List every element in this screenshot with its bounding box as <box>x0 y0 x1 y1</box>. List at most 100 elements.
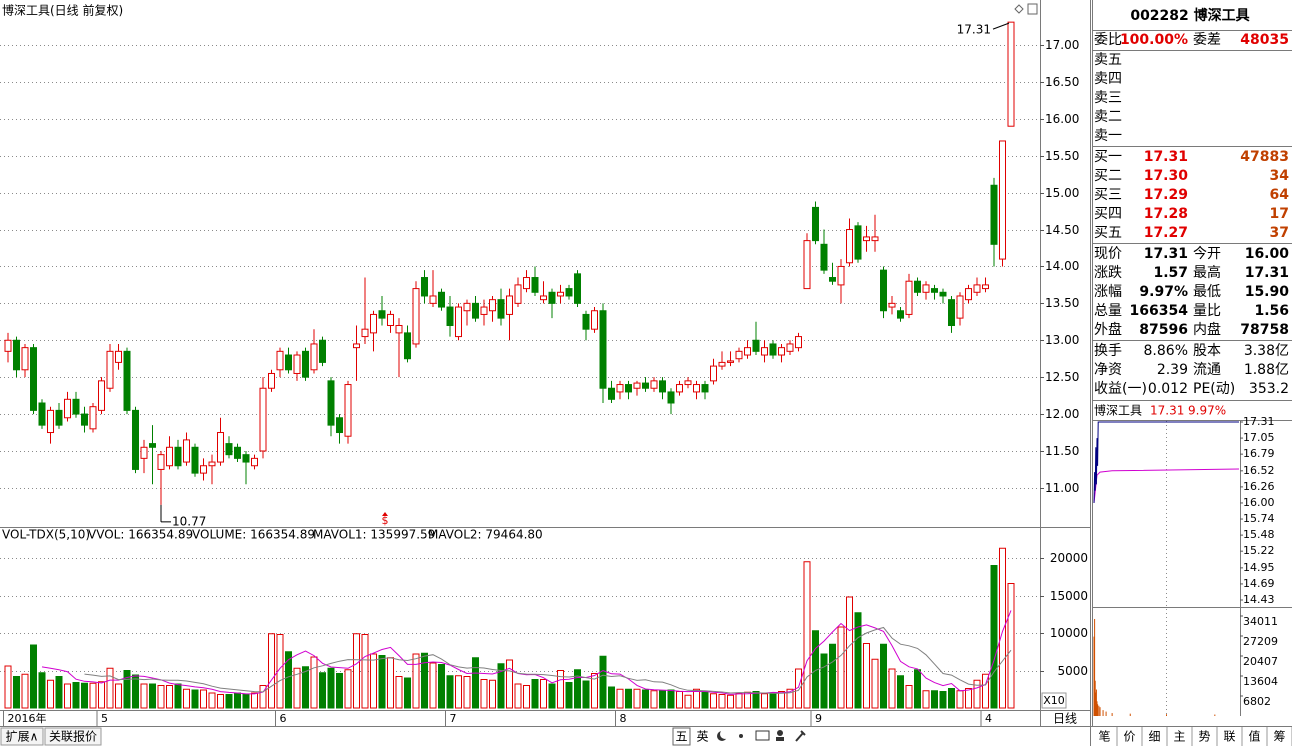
volume-bar <box>234 692 241 709</box>
candle-body <box>744 347 751 356</box>
indicator-title: VOL-TDX(5,10) <box>2 528 90 542</box>
tab-label[interactable]: 联 <box>1223 730 1235 744</box>
signal-marker: $ <box>382 514 389 527</box>
candle-body <box>387 313 394 326</box>
quote-label: 涨跌 <box>1094 265 1122 281</box>
candle-body <box>480 306 488 315</box>
candle-body <box>429 295 437 304</box>
tab-label[interactable]: 筹 <box>1273 730 1285 744</box>
candle-body <box>684 380 692 386</box>
tab-label[interactable]: 势 <box>1198 730 1210 744</box>
bid-volume: 37 <box>1270 225 1289 241</box>
icon-window[interactable] <box>1027 3 1038 15</box>
tab-label[interactable]: 扩展∧ <box>6 730 39 744</box>
icon-keyboard[interactable] <box>755 730 770 741</box>
volume-bar <box>30 644 37 709</box>
candle-body <box>659 380 666 393</box>
candle-body <box>336 417 343 434</box>
icon-diamond[interactable] <box>1014 4 1024 14</box>
volume-bar <box>982 673 989 709</box>
y-tick-label: 13.00 <box>1045 333 1079 347</box>
volume-bar <box>353 633 360 709</box>
quote-value: 166354 <box>1130 303 1189 319</box>
candle-body <box>310 343 318 371</box>
volume-bar <box>149 683 156 709</box>
x-tick-label: 8 <box>620 712 627 725</box>
volume-bar <box>633 688 641 709</box>
volume-bar <box>370 653 377 709</box>
tab-label[interactable]: 主 <box>1173 730 1185 744</box>
volume-bar <box>310 656 318 709</box>
candle-body <box>973 284 981 293</box>
candle-body <box>633 382 641 389</box>
volume-bar <box>336 673 343 709</box>
volume-bar <box>4 665 12 709</box>
tab-label[interactable]: 细 <box>1148 730 1160 744</box>
icon-tool[interactable] <box>795 730 806 742</box>
candle-body <box>795 336 802 349</box>
quote-value: 17.31 <box>1144 246 1188 262</box>
candle-body <box>948 299 955 326</box>
volume-bar <box>183 688 190 709</box>
candle-body <box>752 339 760 352</box>
scale-label: X10 <box>1043 694 1065 707</box>
period-label[interactable]: 日线 <box>1053 712 1077 726</box>
toolbar-button[interactable] <box>672 727 691 746</box>
volume-bar <box>429 662 437 709</box>
icon-moon[interactable] <box>720 729 730 739</box>
quote-label: 外盘 <box>1094 321 1122 338</box>
volume-bar <box>710 693 717 709</box>
volume-bar <box>557 670 564 709</box>
quote-value: 9.97% <box>1139 284 1188 300</box>
y-tick-label: 17.00 <box>1045 38 1079 52</box>
candle-body <box>421 277 428 297</box>
tab[interactable] <box>0 727 44 746</box>
candle-body <box>21 347 29 371</box>
toolbar-button-label[interactable]: 英 <box>696 730 708 744</box>
candle-body <box>327 380 335 426</box>
candle-body <box>778 347 785 356</box>
v-tick-label: 34011 <box>1243 615 1278 628</box>
y-tick-label: 16.79 <box>1243 447 1275 460</box>
volume-bar <box>89 682 97 709</box>
icon-user[interactable] <box>777 730 783 736</box>
tab[interactable] <box>44 727 102 746</box>
icon-user[interactable] <box>776 737 784 741</box>
tab-label[interactable]: 笔 <box>1098 729 1110 744</box>
volume-bar <box>140 683 148 709</box>
candle-body <box>888 302 896 308</box>
min-annotation: 10.77 <box>172 514 206 528</box>
volume-bar <box>38 672 46 709</box>
y-tick-label: 14.43 <box>1243 593 1275 606</box>
toolbar-button-label[interactable]: 五 <box>675 730 687 744</box>
volume-bar <box>1007 583 1015 709</box>
volume-bar <box>667 689 675 709</box>
volume-bar <box>387 657 394 709</box>
candle-body <box>718 361 726 367</box>
tab-label[interactable]: 关联报价 <box>49 729 97 744</box>
candle-body <box>157 454 165 470</box>
candle-body <box>897 310 904 319</box>
icon-dot[interactable] <box>739 734 743 738</box>
quote-label: 流通 <box>1193 362 1221 378</box>
volume-bar <box>837 626 845 709</box>
candle-body <box>531 277 539 293</box>
tab-label[interactable]: 价 <box>1123 730 1135 744</box>
v-tick-label: 6802 <box>1243 695 1271 708</box>
candle-body <box>769 343 777 356</box>
candle-body <box>965 288 972 301</box>
candle-body <box>4 339 12 352</box>
x-tick-label: 6 <box>280 712 287 725</box>
volume-bar <box>582 680 590 709</box>
candle-body <box>710 365 717 382</box>
ask-label: 卖二 <box>1094 109 1122 125</box>
volume-bar <box>922 690 930 709</box>
candle-body <box>837 265 845 286</box>
volume-bar <box>948 688 955 709</box>
volume-bar <box>344 669 352 709</box>
candle-body <box>98 380 105 411</box>
tab-label[interactable]: 值 <box>1248 729 1260 744</box>
candle-body <box>183 439 190 463</box>
y-tick-label: 15.50 <box>1045 149 1079 163</box>
volume-bar <box>55 676 63 709</box>
